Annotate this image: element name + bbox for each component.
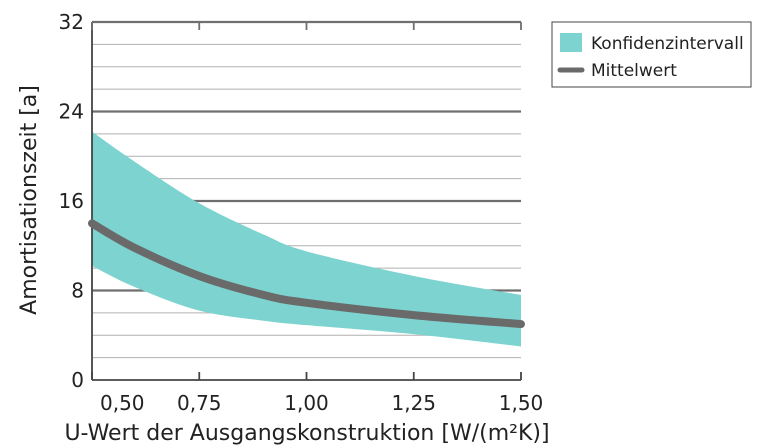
y-tick-label: 0 bbox=[71, 368, 84, 392]
y-tick-label: 8 bbox=[71, 279, 84, 303]
y-axis-title: Amortisationszeit [a] bbox=[17, 85, 42, 315]
legend-swatch-confidence-band bbox=[560, 33, 582, 52]
tick-labels-layer: 0,50 0,75 1,00 1,25 1,50 0 8 16 24 32 bbox=[59, 10, 544, 415]
y-tick-label: 16 bbox=[59, 189, 84, 213]
x-tick-label: 1,50 bbox=[499, 391, 544, 415]
confidence-band-layer bbox=[92, 131, 521, 347]
y-tick-label: 24 bbox=[59, 100, 84, 124]
x-tick-label: 0,50 bbox=[100, 391, 145, 415]
legend-label-mean-line: Mittelwert bbox=[591, 61, 677, 81]
x-tick-label: 0,75 bbox=[177, 391, 222, 415]
x-axis-title: U-Wert der Ausgangskonstruktion [W/(m²K)… bbox=[64, 421, 549, 446]
y-tick-label: 32 bbox=[59, 10, 84, 34]
x-tick-label: 1,00 bbox=[284, 391, 329, 415]
mean-line bbox=[88, 219, 525, 329]
confidence-band bbox=[92, 131, 521, 347]
axes-layer bbox=[91, 21, 522, 381]
mean-line-layer bbox=[88, 219, 525, 329]
legend-frame bbox=[551, 21, 752, 88]
legend: Konfidenzintervall Mittelwert bbox=[551, 21, 752, 88]
x-tick-label: 1,25 bbox=[391, 391, 436, 415]
legend-label-confidence-band: Konfidenzintervall bbox=[591, 34, 744, 54]
